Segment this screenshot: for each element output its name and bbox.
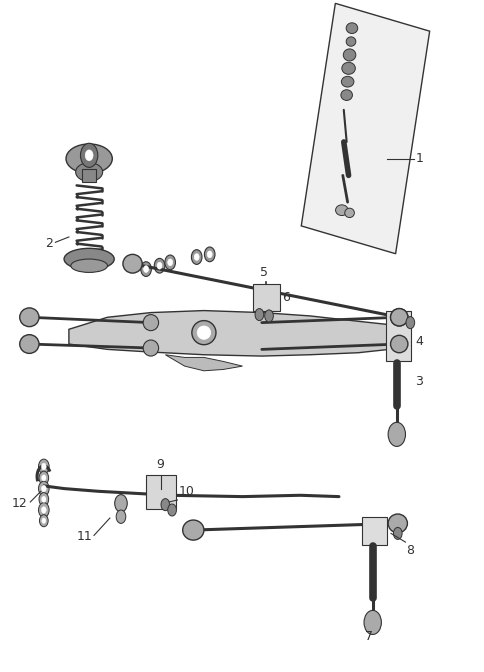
Ellipse shape xyxy=(143,340,158,356)
Bar xyxy=(82,169,96,182)
Ellipse shape xyxy=(66,144,112,173)
Circle shape xyxy=(39,471,48,485)
Circle shape xyxy=(38,481,49,496)
Circle shape xyxy=(80,143,98,167)
Circle shape xyxy=(42,475,46,481)
Ellipse shape xyxy=(390,308,407,326)
Circle shape xyxy=(167,504,176,516)
Ellipse shape xyxy=(390,308,407,326)
Circle shape xyxy=(41,485,46,492)
Text: 9: 9 xyxy=(156,458,164,471)
Text: 1: 1 xyxy=(415,152,423,165)
Ellipse shape xyxy=(387,514,407,533)
Circle shape xyxy=(115,495,127,512)
Ellipse shape xyxy=(192,321,215,345)
Circle shape xyxy=(116,510,125,523)
Bar xyxy=(362,517,386,545)
Ellipse shape xyxy=(390,335,407,353)
Text: 12: 12 xyxy=(12,497,28,510)
Bar xyxy=(385,311,410,362)
Text: 8: 8 xyxy=(406,544,414,556)
Text: 6: 6 xyxy=(282,291,289,304)
Circle shape xyxy=(140,261,151,276)
Ellipse shape xyxy=(20,308,39,327)
Polygon shape xyxy=(301,3,429,254)
Circle shape xyxy=(191,250,201,264)
Ellipse shape xyxy=(344,208,354,218)
Circle shape xyxy=(264,310,273,322)
Circle shape xyxy=(154,258,165,273)
Text: 7: 7 xyxy=(364,630,372,644)
Circle shape xyxy=(255,308,263,321)
Circle shape xyxy=(393,528,401,540)
Text: 2: 2 xyxy=(45,237,53,250)
Circle shape xyxy=(405,317,414,329)
Polygon shape xyxy=(165,355,242,371)
Circle shape xyxy=(161,499,169,511)
Bar xyxy=(253,284,279,310)
Ellipse shape xyxy=(182,520,203,540)
Circle shape xyxy=(42,518,45,523)
Circle shape xyxy=(85,150,93,161)
Circle shape xyxy=(207,251,212,257)
Circle shape xyxy=(387,422,405,446)
Ellipse shape xyxy=(122,255,142,273)
Text: 11: 11 xyxy=(76,530,92,543)
Ellipse shape xyxy=(76,163,103,181)
Ellipse shape xyxy=(341,77,353,87)
Circle shape xyxy=(165,255,175,269)
Circle shape xyxy=(39,515,48,527)
Ellipse shape xyxy=(335,205,348,216)
Ellipse shape xyxy=(346,37,355,46)
Circle shape xyxy=(167,259,172,265)
Circle shape xyxy=(143,265,148,272)
Circle shape xyxy=(41,463,46,470)
Circle shape xyxy=(363,610,380,634)
Circle shape xyxy=(41,507,46,513)
Circle shape xyxy=(38,503,49,517)
Circle shape xyxy=(39,493,48,506)
Polygon shape xyxy=(69,310,401,356)
Circle shape xyxy=(42,497,46,502)
Text: 3: 3 xyxy=(414,375,422,388)
Ellipse shape xyxy=(197,326,210,339)
Ellipse shape xyxy=(64,249,114,269)
Ellipse shape xyxy=(346,23,357,34)
Circle shape xyxy=(204,247,214,261)
Ellipse shape xyxy=(340,90,352,100)
Ellipse shape xyxy=(20,335,39,353)
Bar xyxy=(146,475,176,509)
Ellipse shape xyxy=(343,49,355,61)
Ellipse shape xyxy=(71,259,107,272)
Circle shape xyxy=(157,262,162,269)
Text: 5: 5 xyxy=(259,266,268,279)
Text: 10: 10 xyxy=(179,485,194,498)
Ellipse shape xyxy=(143,314,158,331)
Ellipse shape xyxy=(341,62,355,75)
Circle shape xyxy=(194,254,199,260)
Circle shape xyxy=(38,459,49,474)
Text: 4: 4 xyxy=(414,335,422,348)
